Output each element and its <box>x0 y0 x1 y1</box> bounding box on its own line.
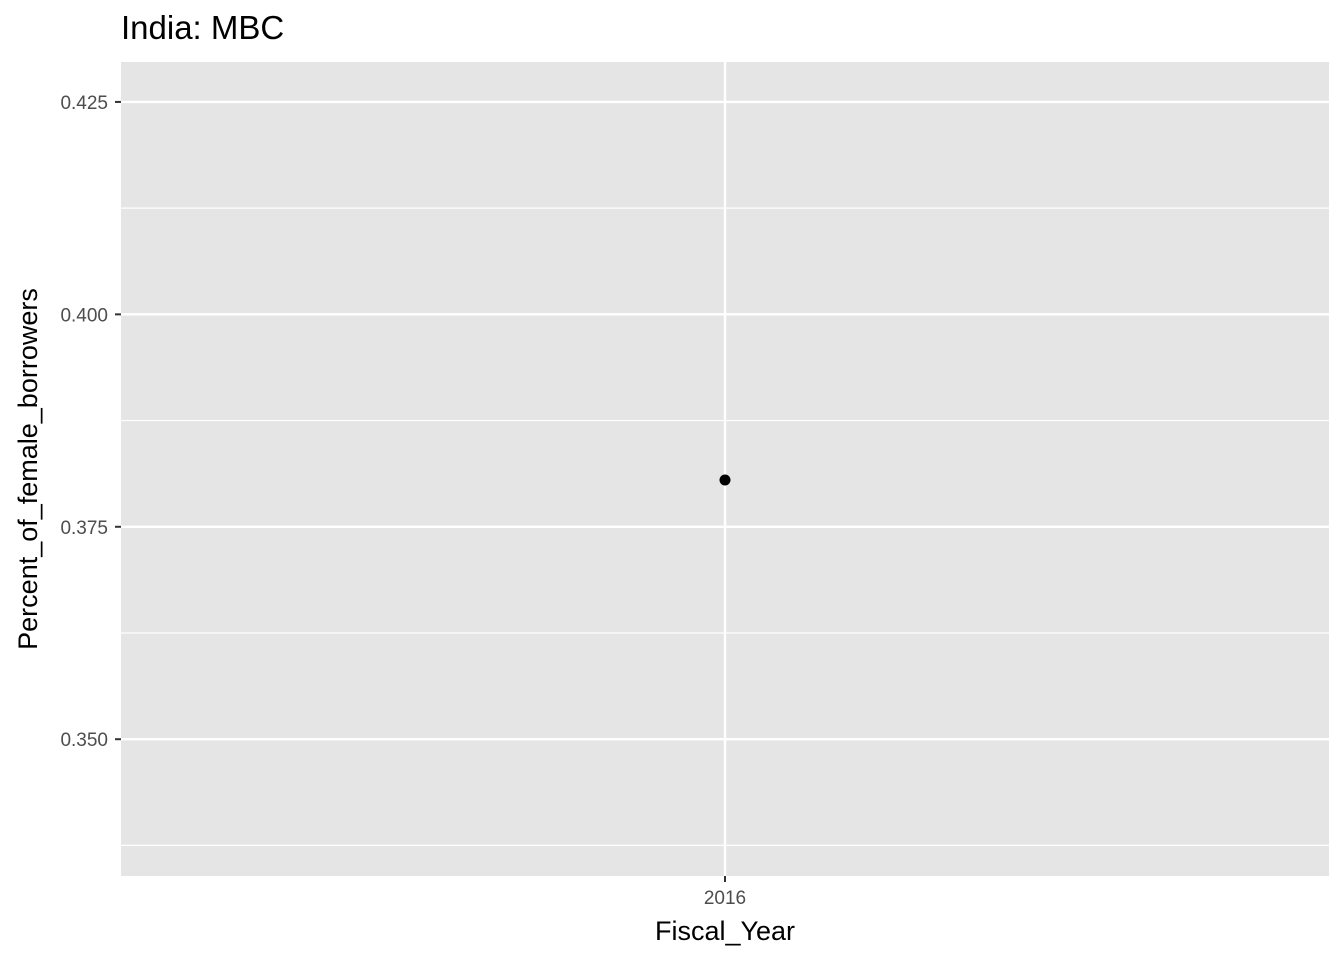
x-axis-title: Fiscal_Year <box>655 916 795 946</box>
y-tick-label: 0.350 <box>60 730 108 751</box>
y-tick-label: 0.375 <box>60 518 108 539</box>
y-tick-label: 0.425 <box>60 93 108 114</box>
data-points <box>719 474 731 486</box>
x-tick-label: 2016 <box>704 888 746 909</box>
x-axis-ticks: 2016 <box>704 876 746 909</box>
data-point <box>719 474 731 486</box>
y-tick-label: 0.400 <box>60 305 108 326</box>
chart-title: India: MBC <box>121 9 284 46</box>
y-axis-title: Percent_of_female_borrowers <box>13 288 43 650</box>
y-axis-ticks: 0.350 0.375 0.400 0.425 <box>60 93 121 751</box>
